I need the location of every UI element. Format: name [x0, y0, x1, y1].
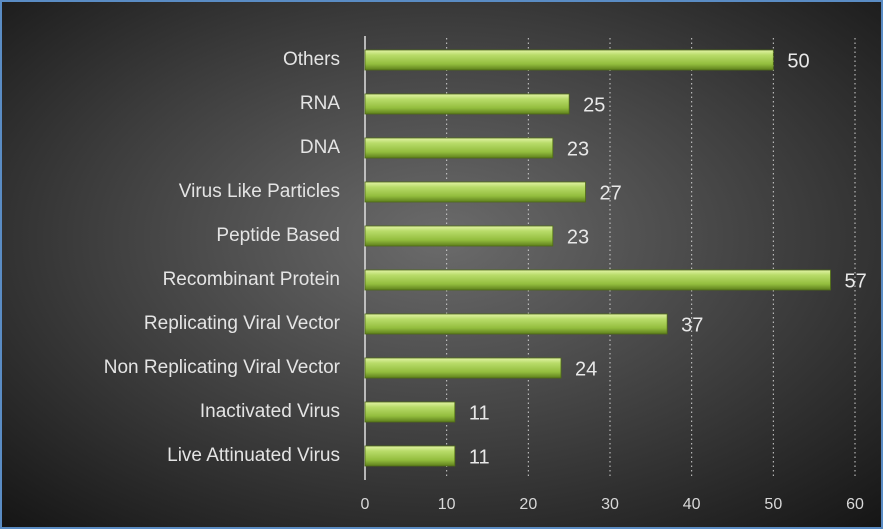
x-tick-label: 50 — [764, 496, 782, 513]
value-label: 37 — [681, 314, 703, 336]
x-tick-label: 30 — [601, 496, 619, 513]
bar — [364, 269, 831, 291]
value-label: 11 — [469, 402, 490, 424]
category-label: Replicating Viral Vector — [144, 313, 341, 334]
category-label: Virus Like Particles — [179, 181, 340, 202]
category-label: Live Attinuated Virus — [167, 445, 340, 466]
x-tick-label: 0 — [361, 496, 370, 513]
x-tick-label: 10 — [438, 496, 456, 513]
value-label: 11 — [469, 446, 490, 468]
value-label: 27 — [600, 182, 622, 204]
bar — [364, 137, 554, 159]
bar — [364, 49, 774, 71]
category-label: Non Replicating Viral Vector — [104, 357, 341, 378]
bar — [364, 445, 456, 467]
x-tick-label: 40 — [683, 496, 701, 513]
bar — [364, 313, 668, 335]
value-label: 25 — [583, 94, 605, 116]
bar — [364, 401, 456, 423]
x-tick-label: 20 — [519, 496, 537, 513]
bar — [364, 357, 562, 379]
category-label: Peptide Based — [216, 225, 340, 246]
value-label: 23 — [567, 226, 589, 248]
x-tick-label: 60 — [846, 496, 864, 513]
bar — [364, 225, 554, 247]
value-label: 23 — [567, 138, 589, 160]
value-label: 24 — [575, 358, 597, 380]
bars: Others 50 RNA 25 DNA 23 Virus Like Particles 27… — [104, 49, 867, 468]
value-label: 50 — [787, 50, 809, 72]
category-label: RNA — [300, 93, 340, 114]
bar — [364, 93, 570, 115]
category-label: Inactivated Virus — [200, 401, 340, 422]
category-label: Recombinant Protein — [163, 269, 340, 290]
category-label: DNA — [300, 137, 340, 158]
bar — [364, 181, 586, 203]
value-label: 57 — [845, 270, 867, 292]
category-label: Others — [283, 49, 340, 70]
